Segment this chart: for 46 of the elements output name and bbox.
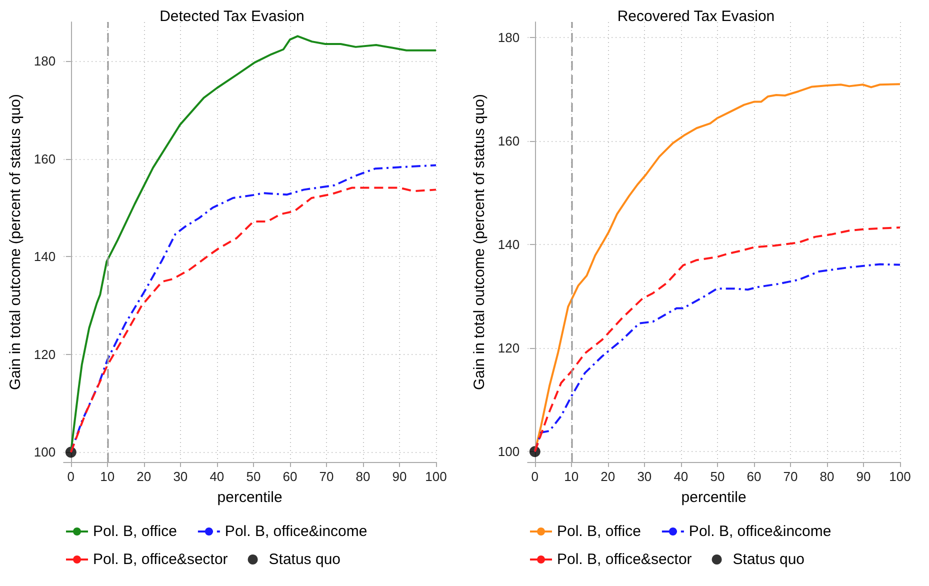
legend-label: Pol. B, office&income [224, 523, 368, 540]
x-tick-label: 90 [392, 469, 407, 484]
y-tick-label: 100 [498, 444, 520, 460]
legend-label: Status quo [732, 551, 805, 568]
chart-title: Detected Tax Evasion [160, 8, 304, 25]
x-tick-label: 30 [173, 469, 188, 484]
x-tick-label: 50 [710, 469, 725, 484]
x-axis-title: percentile [217, 489, 282, 506]
y-tick-label: 160 [34, 151, 56, 166]
y-tick-label: 160 [498, 134, 520, 149]
y-axis-title: Gain in total outcome (percent of status quo) [7, 94, 24, 390]
x-tick-label: 70 [319, 469, 334, 484]
legend-label: Pol. B, office&sector [93, 551, 228, 568]
x-tick-label: 50 [246, 469, 261, 484]
y-tick-label: 120 [498, 340, 520, 356]
y-tick-label: 180 [34, 54, 56, 69]
y-tick-label: 140 [34, 249, 56, 264]
legend-label: Pol. B, office&income [688, 523, 832, 540]
legend-label: Pol. B, office [557, 523, 641, 540]
y-tick-label: 100 [34, 444, 56, 460]
x-tick-label: 0 [67, 469, 75, 484]
legend-label: Pol. B, office [93, 523, 177, 540]
legend-label: Pol. B, office&sector [557, 551, 692, 568]
x-tick-label: 10 [564, 469, 579, 484]
legend-label: Status quo [268, 551, 341, 568]
x-tick-label: 100 [425, 469, 447, 484]
chart-title: Recovered Tax Evasion [617, 8, 775, 25]
y-tick-label: 140 [498, 237, 520, 252]
x-tick-label: 10 [100, 469, 115, 484]
x-tick-label: 20 [136, 469, 152, 484]
x-tick-label: 40 [674, 469, 688, 484]
y-axis-title: Gain in total outcome (percent of status quo) [471, 94, 488, 390]
x-tick-label: 20 [600, 469, 616, 484]
x-tick-label: 60 [282, 469, 298, 484]
x-tick-label: 80 [356, 469, 370, 484]
x-axis-title: percentile [681, 489, 746, 506]
x-tick-label: 70 [783, 469, 798, 484]
y-tick-label: 120 [34, 346, 56, 362]
x-tick-label: 80 [820, 469, 834, 484]
x-tick-label: 60 [746, 469, 762, 484]
y-tick-label: 180 [498, 30, 520, 46]
x-tick-label: 30 [637, 469, 652, 484]
x-tick-label: 90 [856, 469, 871, 484]
x-tick-label: 100 [889, 469, 911, 484]
x-tick-label: 0 [531, 469, 539, 484]
x-tick-label: 40 [210, 469, 224, 484]
